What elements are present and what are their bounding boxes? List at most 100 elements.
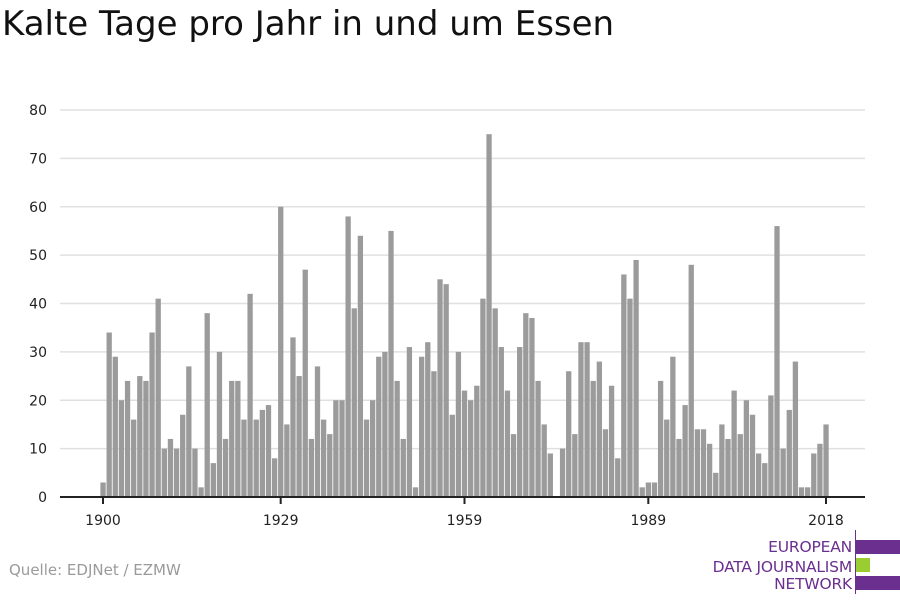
x-tick-label: 2018: [808, 513, 844, 529]
y-tick-label: 40: [29, 297, 47, 313]
bar-1940: [345, 216, 351, 498]
bar-1951: [412, 487, 419, 497]
bar-2015: [805, 487, 811, 497]
x-tick-label: 1959: [447, 513, 483, 529]
bar-1973: [547, 453, 553, 497]
bar-1900: [100, 482, 106, 497]
bar-1943: [363, 419, 370, 497]
logo-bar-purple-bottom: [856, 576, 900, 590]
bar-1987: [633, 259, 639, 497]
bar-1919: [216, 351, 223, 497]
bar-1966: [504, 390, 511, 497]
x-tick-label: 1929: [263, 513, 299, 529]
bar-1976: [566, 371, 572, 497]
bar-1939: [339, 400, 345, 497]
bar-1989: [645, 482, 652, 497]
bar-1980: [590, 380, 596, 497]
y-tick-label: 10: [29, 442, 47, 458]
bar-1942: [357, 235, 364, 497]
bar-1993: [670, 356, 676, 497]
bar-1944: [369, 400, 376, 497]
bars: [100, 134, 829, 498]
x-tick-label: 1989: [630, 513, 666, 529]
bar-1935: [314, 366, 321, 497]
bar-1949: [400, 438, 406, 497]
logo-bar-green: [856, 558, 870, 572]
bar-1955: [437, 279, 443, 497]
bar-1905: [131, 419, 137, 497]
bar-1931: [290, 337, 296, 497]
bar-1923: [241, 419, 247, 497]
bar-1997: [694, 429, 701, 497]
bar-1952: [419, 356, 425, 497]
bar-1977: [572, 434, 578, 497]
bar-2006: [749, 414, 756, 497]
bar-1957: [449, 414, 455, 497]
bar-1946: [382, 351, 388, 497]
source-note: Quelle: EDJNet / EZMW: [9, 561, 181, 579]
bar-1995: [682, 405, 688, 497]
bar-1916: [198, 487, 204, 497]
bar-1990: [651, 482, 658, 497]
x-tick-label: 1900: [85, 513, 121, 529]
bar-1912: [173, 448, 180, 497]
bar-1960: [468, 400, 474, 497]
bar-1950: [406, 347, 413, 497]
bar-1938: [333, 400, 339, 497]
bar-1964: [492, 308, 498, 497]
bar-1934: [308, 438, 315, 497]
bar-2000: [713, 472, 719, 497]
bar-1969: [523, 313, 529, 497]
bar-1928: [271, 458, 278, 497]
bar-1906: [137, 376, 143, 497]
bar-1901: [106, 332, 112, 497]
y-tick-label: 50: [29, 248, 47, 264]
bar-2001: [719, 424, 725, 497]
bar-1963: [486, 134, 492, 497]
bar-1983: [608, 385, 615, 497]
bar-1902: [112, 356, 118, 497]
bar-1996: [688, 264, 694, 497]
bar-1962: [480, 298, 486, 497]
y-tick-label: 80: [29, 103, 47, 119]
bar-1985: [621, 274, 627, 497]
bar-1930: [284, 424, 290, 497]
bar-1972: [541, 424, 547, 497]
y-axis: 0 10 20 30 40 50 60 70 80: [29, 103, 47, 506]
bar-1933: [302, 269, 308, 497]
logo-line-1: EUROPEAN: [768, 538, 852, 556]
y-tick-label: 30: [29, 345, 47, 361]
y-tick-label: 20: [29, 393, 47, 409]
bar-1988: [639, 487, 645, 497]
bar-2010: [774, 226, 780, 497]
bar-1911: [167, 438, 174, 497]
bar-1954: [431, 371, 437, 497]
bar-1915: [192, 448, 198, 497]
bar-1982: [602, 429, 609, 497]
bar-1921: [229, 380, 235, 497]
bar-1991: [657, 380, 664, 497]
logo-bar-purple-top: [856, 540, 900, 554]
logo-divider: [855, 530, 856, 594]
bar-1979: [584, 342, 590, 497]
bar-1948: [394, 380, 400, 497]
bar-1914: [186, 366, 192, 497]
bar-1917: [204, 313, 210, 497]
bar-2018: [823, 424, 829, 497]
bar-1947: [388, 230, 394, 497]
bar-1918: [210, 463, 216, 497]
bar-2013: [792, 361, 799, 497]
bar-1967: [510, 434, 517, 497]
bar-1924: [247, 293, 253, 497]
bar-1984: [615, 458, 621, 497]
bar-1958: [455, 351, 462, 497]
bar-1909: [155, 298, 161, 497]
x-axis: 1900 1929 1959 1989 2018: [60, 496, 865, 529]
chart-title: Kalte Tage pro Jahr in und um Essen: [2, 4, 615, 44]
bar-1913: [180, 414, 186, 497]
logo-line-3: NETWORK: [774, 575, 852, 593]
bar-2007: [755, 453, 762, 497]
bar-1922: [235, 380, 241, 497]
bar-1945: [376, 356, 382, 497]
